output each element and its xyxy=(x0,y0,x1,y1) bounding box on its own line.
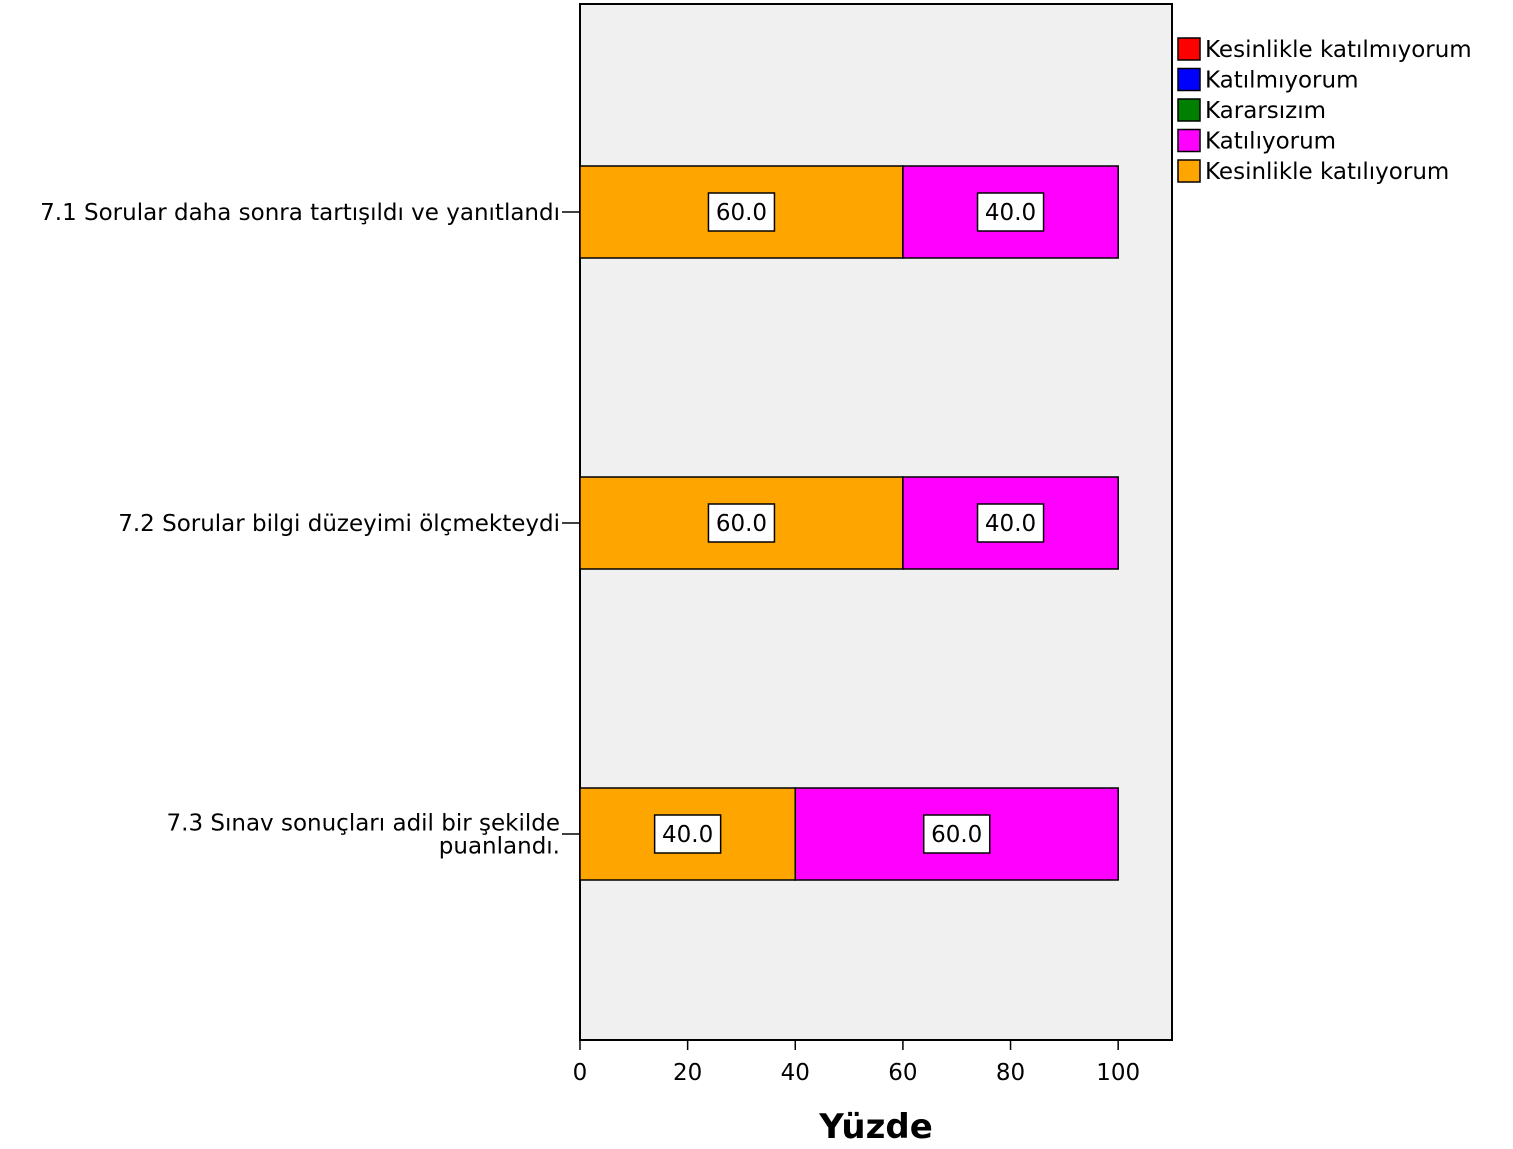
x-tick-label: 0 xyxy=(573,1060,588,1086)
legend: Kesinlikle katılmıyorum Katılmıyorum Karar… xyxy=(1177,37,1472,185)
data-label: 40.0 xyxy=(662,822,713,848)
x-tick-label: 100 xyxy=(1096,1060,1140,1086)
x-tick-label: 60 xyxy=(888,1060,917,1086)
bars-group: 60.0 40.0 60.0 40.0 40.0 60.0 xyxy=(579,165,1119,881)
y-category-label: 7.3 Sınav sonuçları adil bir şekilde puan… xyxy=(167,811,561,860)
data-label: 60.0 xyxy=(931,822,982,848)
legend-label: Kesinlikle katılmıyorum xyxy=(1205,37,1472,63)
legend-label: Kesinlikle katılıyorum xyxy=(1205,159,1449,185)
x-axis: 0 20 40 60 80 100 xyxy=(573,1040,1140,1086)
y-category-label: 7.1 Sorular daha sonra tartışıldı ve yan… xyxy=(40,200,560,226)
legend-swatch xyxy=(1177,37,1201,61)
legend-swatch xyxy=(1177,128,1201,153)
legend-label: Kararsızım xyxy=(1205,98,1326,124)
data-label-box xyxy=(707,503,776,543)
y-axis: 7.1 Sorular daha sonra tartışıldı ve yan… xyxy=(40,200,580,860)
data-label-box xyxy=(976,192,1045,232)
data-label-box xyxy=(707,192,776,232)
data-label: 40.0 xyxy=(985,200,1036,226)
data-label-box xyxy=(976,503,1045,543)
legend-swatch xyxy=(1177,98,1201,122)
x-tick-label: 20 xyxy=(673,1060,702,1086)
x-axis-title: Yüzde xyxy=(818,1107,933,1147)
data-label: 40.0 xyxy=(985,511,1036,537)
data-label: 60.0 xyxy=(716,200,767,226)
legend-label: Katılıyorum xyxy=(1205,129,1336,155)
legend-label: Katılmıyorum xyxy=(1205,68,1359,94)
legend-swatch xyxy=(1177,67,1201,92)
y-category-label: 7.2 Sorular bilgi düzeyimi ölçmekteydi xyxy=(118,511,560,537)
x-tick-label: 40 xyxy=(781,1060,810,1086)
data-label-box xyxy=(922,814,991,854)
x-tick-label: 80 xyxy=(996,1060,1025,1086)
data-label-box xyxy=(653,814,722,854)
legend-swatch xyxy=(1177,159,1201,183)
data-label: 60.0 xyxy=(716,511,767,537)
